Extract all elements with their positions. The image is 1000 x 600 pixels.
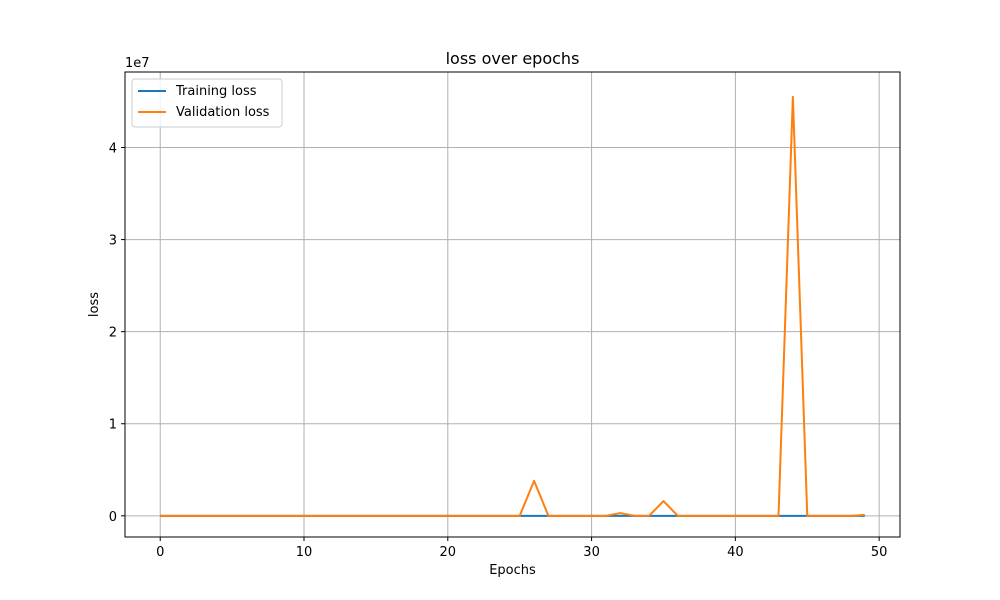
x-tick-label: 50 [871,545,888,560]
x-axis: 0 10 20 30 40 50 [156,537,887,560]
y-tick-label: 1 [109,418,117,433]
chart-title: loss over epochs [446,49,580,68]
y-axis: 0 1 2 3 4 [109,142,125,525]
x-tick-label: 20 [440,545,457,560]
x-tick-label: 40 [727,545,744,560]
x-tick-label: 10 [296,545,313,560]
legend-label-validation: Validation loss [176,105,270,120]
x-tick-label: 0 [156,545,164,560]
legend-box [131,78,283,128]
legend-label-training: Training loss [175,84,257,99]
y-axis-label: loss [87,292,102,317]
y-tick-label: 0 [109,510,117,525]
series-line-validation-loss [160,95,865,517]
y-tick-label: 4 [109,142,117,157]
y-tick-label: 2 [109,326,117,341]
series-layer [160,95,865,517]
y-scale-label: 1e7 [125,56,150,71]
y-tick-label: 3 [109,234,117,249]
plot-frame [124,71,901,538]
legend: Training loss Validation loss [131,78,283,128]
x-tick-label: 30 [583,545,600,560]
x-axis-label: Epochs [489,563,536,578]
